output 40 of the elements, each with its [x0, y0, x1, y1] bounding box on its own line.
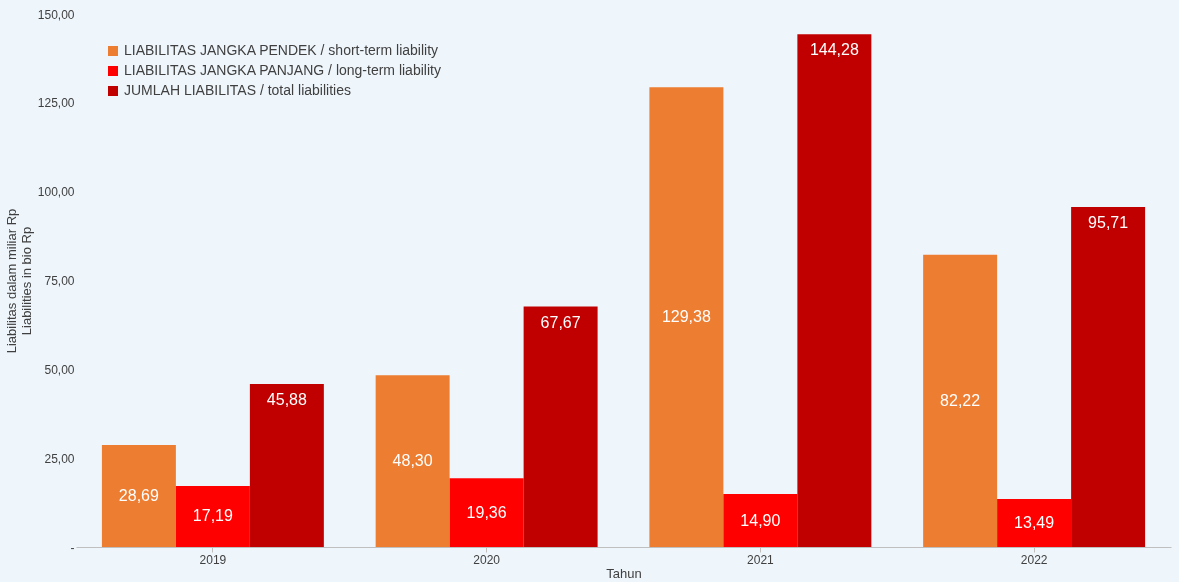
bar	[175, 485, 250, 547]
legend-label: LIABILITAS JANGKA PENDEK / short-term liability	[124, 42, 439, 58]
data-label: 45,88	[266, 390, 307, 408]
data-label: 95,71	[1088, 213, 1129, 231]
y-tick-label: -	[70, 540, 75, 555]
y-tick-label: 150,00	[37, 7, 75, 22]
x-tick-label: 2020	[473, 552, 501, 567]
x-tick-label: 2022	[1020, 552, 1048, 567]
bar	[523, 306, 598, 547]
y-axis-title: Liabilitas dalam miliar Rp Liabilities in bio Rp	[3, 208, 34, 354]
x-axis-title: Tahun	[606, 565, 642, 581]
data-label: 82,22	[940, 391, 981, 409]
data-label: 17,19	[192, 507, 233, 525]
x-tick-label: 2021	[747, 552, 775, 567]
bar	[997, 499, 1072, 547]
x-tick-label: 2019	[199, 552, 227, 567]
bar	[723, 494, 798, 547]
y-tick-label: 25,00	[44, 451, 75, 466]
data-label: 129,38	[661, 308, 711, 326]
data-label: 144,28	[809, 41, 859, 59]
y-tick-label: 100,00	[37, 185, 75, 200]
data-label: 19,36	[466, 503, 507, 521]
y-tick-label: 125,00	[37, 96, 75, 111]
data-label: 13,49	[1014, 514, 1055, 532]
bar	[1071, 206, 1146, 547]
bar	[101, 445, 176, 547]
y-tick-label: 50,00	[44, 362, 75, 377]
data-label: 67,67	[540, 313, 581, 331]
data-label: 14,90	[740, 511, 781, 529]
data-label: 48,30	[392, 452, 433, 470]
bar	[797, 34, 872, 547]
bar	[649, 87, 724, 547]
bar	[923, 254, 998, 547]
y-tick-label: 75,00	[44, 274, 75, 288]
legend-label: JUMLAH LIABILITAS / total liabilities	[124, 82, 351, 98]
bar	[449, 478, 524, 547]
bar	[375, 375, 450, 547]
data-label: 28,69	[118, 487, 160, 505]
bar	[249, 383, 324, 547]
legend-label: LIABILITAS JANGKA PANJANG / long-term liability	[124, 62, 441, 78]
